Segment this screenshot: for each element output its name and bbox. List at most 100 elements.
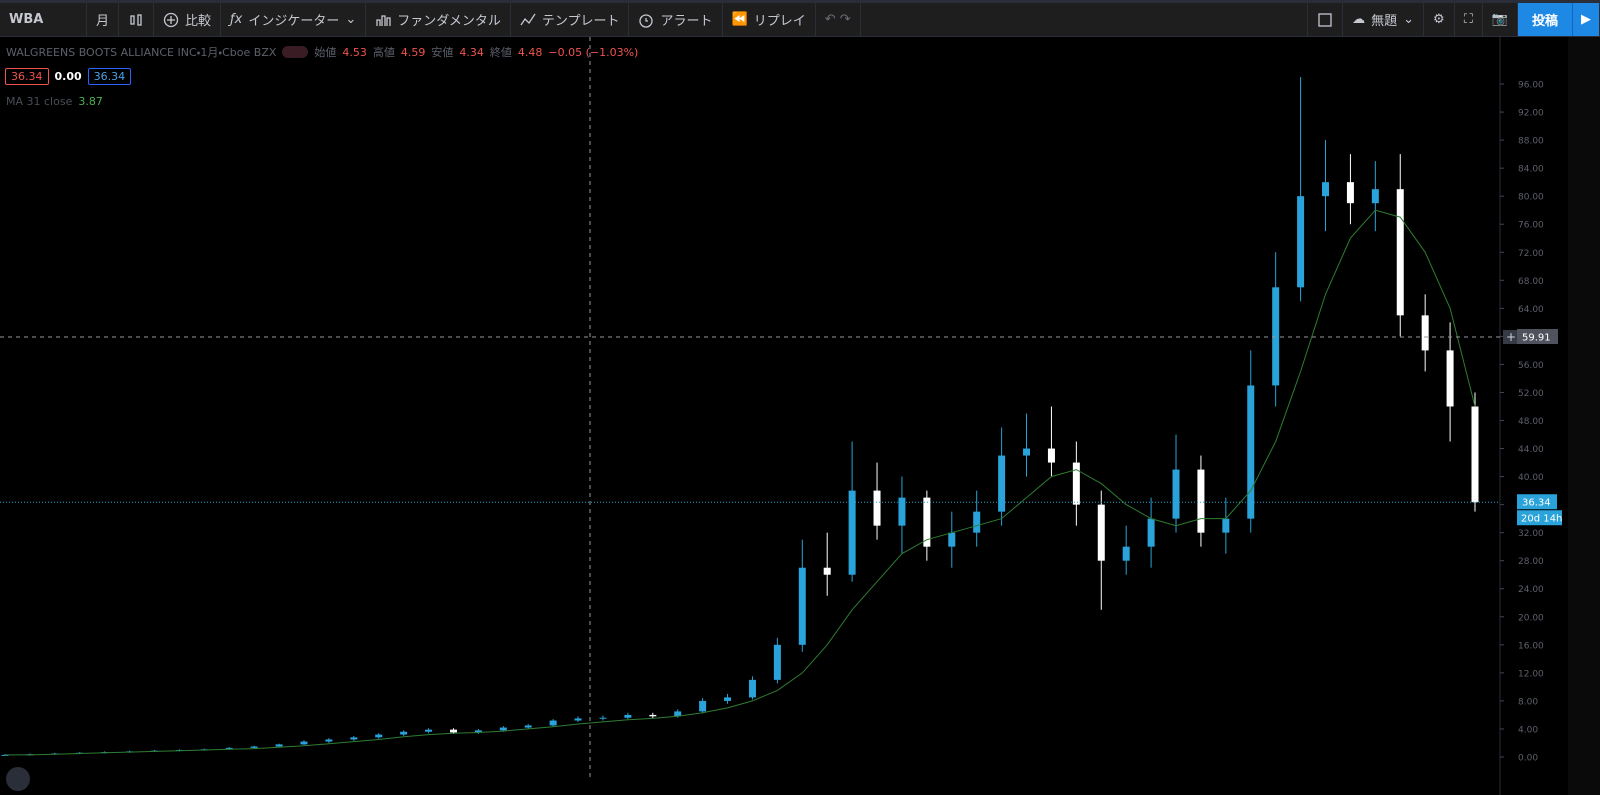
alert-button[interactable]: アラート (629, 3, 723, 36)
interval-button[interactable]: 月 (87, 3, 120, 36)
candle-body (524, 725, 532, 728)
candle-body (948, 532, 956, 547)
candle-body (1197, 469, 1205, 533)
toolbar: WBA 月 比較 ƒx インジケーター ⌄ ファンダメンタル テンプレート アラート… (0, 0, 1600, 37)
open-value: 4.53 (342, 45, 367, 59)
y-tick-label: 80.00 (1518, 193, 1544, 203)
candle-body (1097, 504, 1105, 561)
candle-body (1322, 182, 1330, 197)
y-tick-label: 44.00 (1518, 445, 1544, 455)
open-label: 始値 (314, 46, 337, 59)
fullscreen-button[interactable]: ⛶ (1455, 3, 1483, 36)
alert-label: アラート (660, 14, 713, 29)
alarm-icon (639, 13, 654, 28)
undo-redo[interactable]: ↶ ↷ (816, 3, 861, 36)
candle-body (973, 511, 981, 533)
y-tick-label: 64.00 (1518, 305, 1544, 315)
candle-body (624, 714, 632, 718)
candle-body (1047, 448, 1055, 463)
y-tick-label: 92.00 (1518, 109, 1544, 119)
low-value: 4.34 (459, 45, 484, 59)
legend-title: WALGREENS BOOTS ALLIANCE INC・1月・Cboe BZX (6, 46, 277, 59)
countdown-label: 20d 14h (1521, 514, 1562, 525)
play-button[interactable]: ▶ (1572, 3, 1600, 36)
bid-box[interactable]: 36.34 (5, 68, 49, 85)
candle-body (699, 700, 707, 712)
candle-body (225, 747, 233, 750)
layout-label: 無題 (1371, 14, 1398, 29)
y-tick-label: 52.00 (1518, 389, 1544, 399)
candle-body (748, 679, 756, 698)
candle-body (449, 729, 457, 733)
compare-button[interactable]: 比較 (154, 3, 222, 36)
candle-body (574, 718, 582, 721)
y-tick-label: 8.00 (1518, 697, 1538, 707)
crosshair-price-box (1517, 329, 1558, 345)
spread-value: 0.00 (54, 70, 82, 83)
high-label: 高値 (372, 46, 395, 59)
candle-body (375, 734, 383, 738)
candle-body (1122, 546, 1130, 561)
symbol-button[interactable]: WBA (0, 3, 87, 36)
chevron: ⌄ (345, 12, 357, 27)
candle-body (798, 567, 806, 645)
square-icon (1318, 12, 1332, 27)
candle-body (1446, 350, 1454, 407)
y-tick-label: 48.00 (1518, 417, 1544, 427)
chevron: ⌄ (1403, 12, 1415, 27)
candle-body (898, 497, 906, 526)
y-tick-label: 84.00 (1518, 165, 1544, 175)
crosshair-price-label: 59.91 (1522, 333, 1551, 344)
legend-row: WALGREENS BOOTS ALLIANCE INC・1月・Cboe BZX… (6, 44, 638, 60)
y-tick-label: 76.00 (1518, 221, 1544, 231)
plus-icon (163, 12, 179, 27)
ask-box[interactable]: 36.34 (87, 68, 132, 85)
settings-button[interactable]: ⚙ (1424, 3, 1455, 36)
candle-body (400, 731, 408, 735)
bars-icon (376, 14, 391, 26)
candle-body (325, 739, 333, 742)
high-value: 4.59 (400, 45, 426, 59)
y-tick-label: 68.00 (1518, 277, 1544, 287)
candle-body (599, 717, 607, 719)
ma-legend: MA 31 close 3.87 (6, 95, 103, 108)
candle-body (250, 746, 258, 748)
layout-square[interactable] (1307, 3, 1344, 36)
y-tick-label: 4.00 (1518, 725, 1538, 735)
legend-toggle[interactable] (282, 46, 309, 58)
fundamentals-button[interactable]: ファンダメンタル (366, 3, 511, 36)
replay-button[interactable]: ⏪ リプレイ (723, 3, 816, 36)
chart-background (0, 37, 1600, 795)
candle-body (848, 490, 856, 575)
candle-body (350, 737, 358, 740)
candle-body (1222, 518, 1230, 533)
candle-body (499, 727, 507, 731)
candle-body (1297, 196, 1305, 288)
last-price-label: 36.34 (1522, 498, 1551, 509)
candle-body (998, 455, 1006, 512)
right-strip (1568, 37, 1600, 795)
change-value: −0.05 (−1.03%) (548, 45, 639, 59)
candle-body (474, 730, 482, 733)
candle-body (674, 711, 682, 717)
y-tick-label: 96.00 (1518, 81, 1544, 91)
indicators-button[interactable]: ƒx インジケーター ⌄ (221, 3, 367, 36)
last-price-box (1517, 494, 1557, 510)
countdown-box (1517, 510, 1562, 526)
candle-body (1247, 385, 1255, 519)
publish-button[interactable]: 投稿 (1517, 3, 1572, 36)
fundamentals-label: ファンダメンタル (397, 14, 501, 29)
ma-name: MA 31 close (6, 95, 73, 108)
layout-button[interactable]: ☁ 無題 ⌄ (1343, 3, 1425, 36)
y-tick-label: 24.00 (1518, 585, 1544, 595)
chart-type-button[interactable] (119, 3, 155, 36)
candle-body (1147, 518, 1155, 547)
candle-body (773, 644, 781, 680)
crosshair-plus-box (1503, 330, 1517, 345)
templates-button[interactable]: テンプレート (511, 3, 630, 36)
snapshot-button[interactable]: 📷 (1483, 3, 1518, 36)
candle-body (724, 697, 732, 701)
y-tick-label: 72.00 (1518, 249, 1544, 259)
